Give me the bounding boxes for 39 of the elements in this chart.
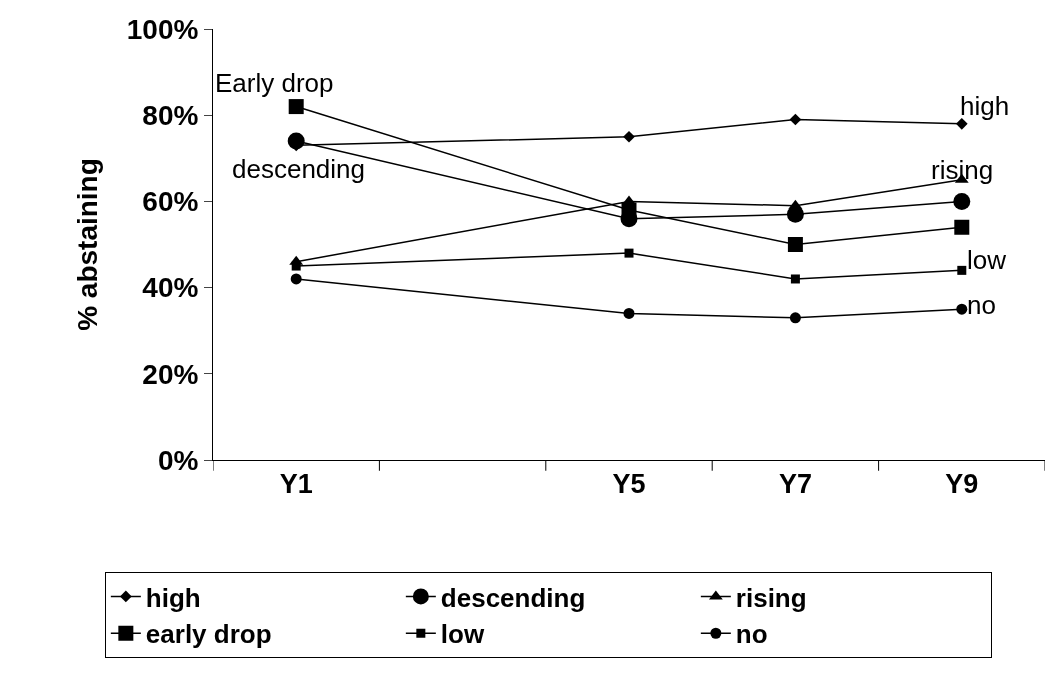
point [953, 192, 971, 210]
point [623, 307, 635, 319]
annotation: descending [232, 154, 365, 184]
point [288, 99, 304, 115]
x-tick-label: Y9 [945, 469, 979, 500]
annotation: Early drop [215, 68, 334, 98]
y-tick-label: 0% [157, 444, 199, 476]
annotation: rising [931, 155, 994, 185]
point [624, 248, 634, 258]
point [957, 265, 967, 275]
y-tick-label: 60% [142, 186, 199, 218]
point [790, 274, 800, 284]
y-tick-label: 100% [126, 13, 199, 45]
annotation: high [960, 91, 1010, 121]
x-tick-label: Y7 [778, 469, 812, 500]
point [623, 130, 635, 143]
x-tick-label: Y1 [279, 469, 313, 500]
legend-label: rising [735, 582, 807, 613]
legend-label: low [440, 619, 485, 650]
y-tick-label: 80% [142, 100, 199, 131]
point [789, 113, 802, 126]
point [787, 237, 803, 252]
point [287, 132, 305, 150]
legend-label: early drop [145, 619, 272, 650]
x-tick-label: Y5 [612, 469, 646, 500]
legend-label: high [145, 582, 201, 613]
point [291, 261, 301, 271]
annotation: no [967, 290, 996, 320]
y-tick-label: 40% [142, 272, 199, 304]
point [954, 219, 970, 235]
y-axis-title: % abstaining [72, 158, 104, 331]
point [789, 312, 801, 324]
point [956, 303, 968, 315]
point [621, 202, 637, 218]
annotation: low [967, 245, 1007, 275]
legend-label: no [735, 619, 768, 650]
y-tick-label: 20% [142, 358, 199, 390]
point [290, 273, 302, 285]
legend-label: descending [440, 582, 586, 613]
